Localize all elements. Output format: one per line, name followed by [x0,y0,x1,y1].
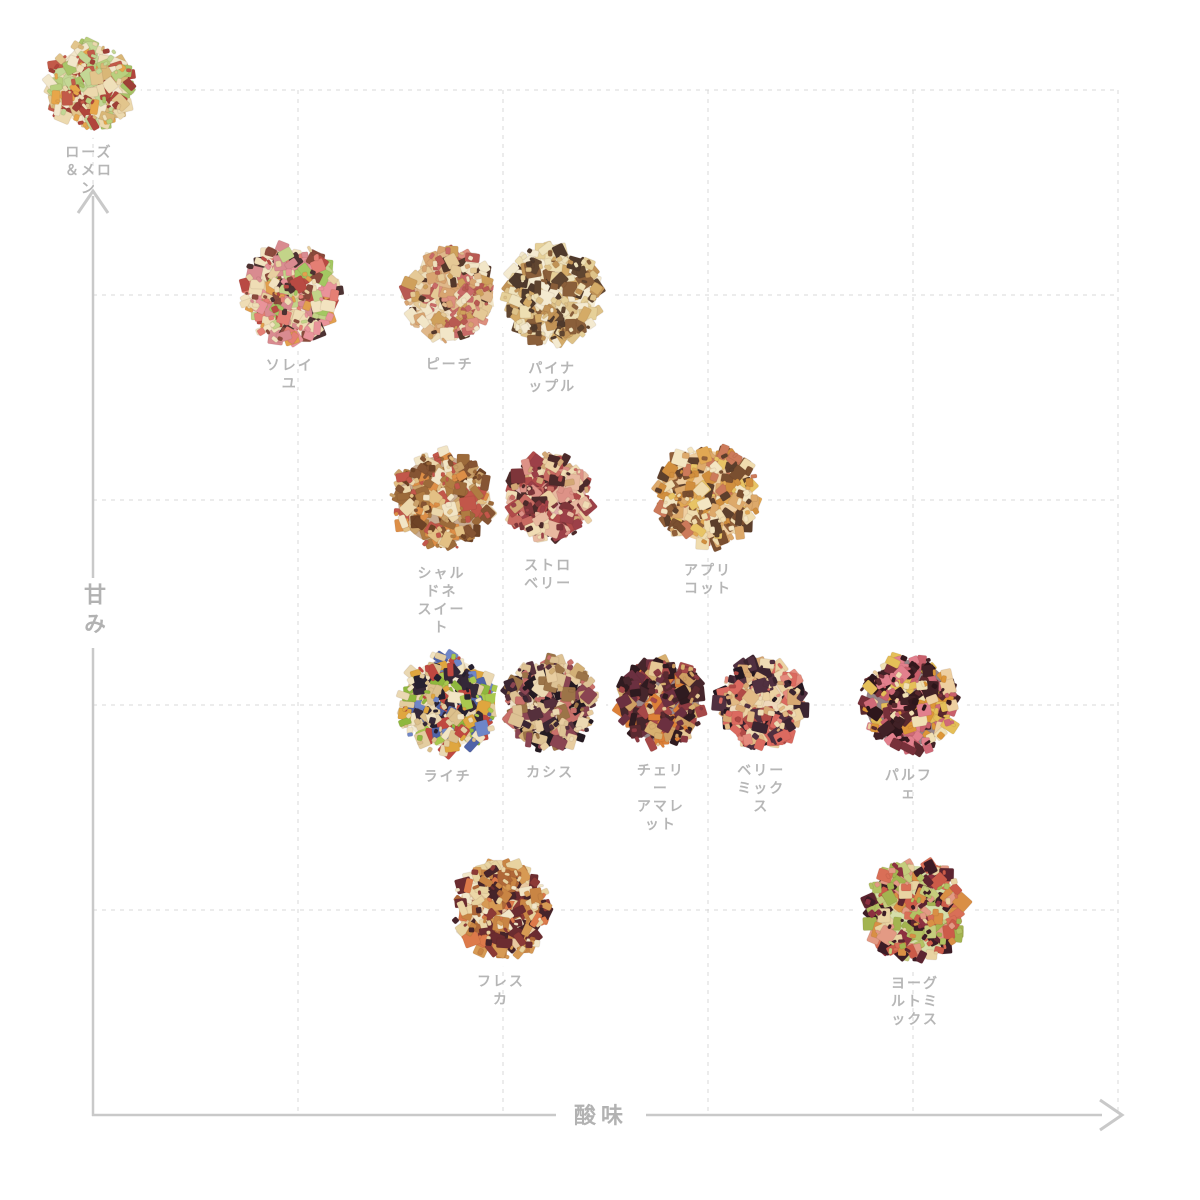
x-axis-label: 酸味 [573,1103,629,1128]
fruit-mix-ball [231,234,348,351]
blend-label: ローズ＆メロン [64,143,113,196]
fruit-mix-ball [36,33,141,138]
blend-point: ベリー ミックス [706,648,816,814]
blend-point: ヨーグルトミックス [854,849,976,1027]
blend-point: アプリコット [646,434,770,596]
x-axis-arrow-icon [1099,1098,1125,1132]
blend-point: ピーチ [393,238,507,372]
blend-point: カシス [493,646,607,780]
blend-label: ベリー ミックス [737,761,786,814]
blend-label: パイナップル [528,360,577,394]
blend-point: ストロベリー [493,443,603,591]
fruit-mix-ball [382,441,501,559]
blend-point: パイナップル [491,234,613,394]
y-axis-label: 甘み [81,583,106,641]
fruit-mix-ball [850,644,967,761]
fruit-mix-ball [493,236,612,354]
fruit-mix-ball [388,643,507,762]
blend-label: アプリコット [684,561,732,596]
fruit-mix-ball [607,649,714,756]
blend-label: ライチ [423,767,472,784]
blend-label: フレスカ [476,973,525,1007]
blend-point: ソレイユ [230,233,350,391]
x-axis [92,1098,1125,1132]
fruit-mix-ball [495,444,602,551]
blend-label: チェリー アマレット [636,761,685,832]
blend-point: フレスカ [442,851,560,1007]
blend-label: ピーチ [425,356,474,372]
fruit-mix-ball [495,647,606,758]
fruit-mix-ball [708,649,815,756]
blend-point: ローズ＆メロン [35,32,143,196]
fruit-mix-ball [856,851,975,969]
blend-label: ストロベリー [524,556,573,591]
blend-label: シャルドネ スイート [417,565,466,635]
blend-label: ヨーグルトミックス [891,975,940,1027]
blend-point: パルフェ [849,643,969,801]
fruit-mix-ball [648,435,768,556]
grid-lines [92,89,1119,1115]
blend-point: ライチ [387,642,509,784]
blend-label: カシス [526,763,575,780]
blend-point: チェリー アマレット [606,648,716,832]
y-axis-arrow-icon [76,188,110,214]
blend-label: ソレイユ [265,356,314,391]
fruit-mix-ball [394,240,505,350]
blend-label: パルフェ [884,766,933,801]
fruit-mix-ball [443,853,558,967]
y-axis [76,188,110,1116]
blend-point: シャルドネ スイート [381,439,503,635]
